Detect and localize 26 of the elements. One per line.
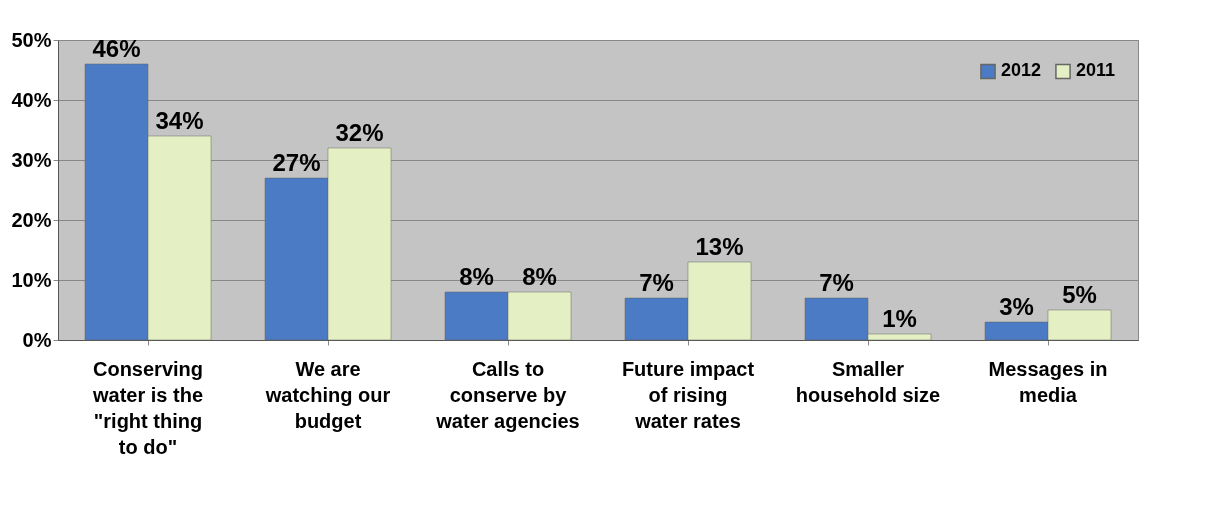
data-label: 34% xyxy=(155,107,204,134)
data-label: 3% xyxy=(999,293,1034,320)
data-label: 1% xyxy=(882,305,917,332)
y-tick-label: 0% xyxy=(22,328,52,351)
data-label: 32% xyxy=(335,119,384,146)
x-tick-label: Conserving water is the "right thing to do" xyxy=(91,357,204,458)
legend-label: 2012 xyxy=(1001,60,1042,81)
x-tick-label: Messages in media xyxy=(988,357,1108,406)
y-tick-label: 30% xyxy=(11,148,52,171)
y-tick-label: 10% xyxy=(11,268,52,291)
data-label: 8% xyxy=(522,263,557,290)
data-label: 7% xyxy=(819,269,854,296)
data-label: 5% xyxy=(1062,281,1097,308)
y-tick-label: 40% xyxy=(11,88,52,111)
x-tick-label: Calls to conserve by water agencies xyxy=(435,357,580,432)
data-label: 8% xyxy=(459,263,494,290)
data-label: 7% xyxy=(639,269,674,296)
y-tick-label: 20% xyxy=(11,208,52,231)
data-label: 46% xyxy=(92,35,141,62)
x-tick-label: We are watching our budget xyxy=(264,357,391,432)
legend-label: 2011 xyxy=(1076,60,1116,81)
data-label: 13% xyxy=(695,233,744,260)
y-tick-label: 50% xyxy=(11,28,52,51)
x-tick-label: Smaller household size xyxy=(795,357,941,406)
data-label: 27% xyxy=(272,149,321,176)
x-tick-label: Future impact of rising water rates xyxy=(621,357,755,432)
